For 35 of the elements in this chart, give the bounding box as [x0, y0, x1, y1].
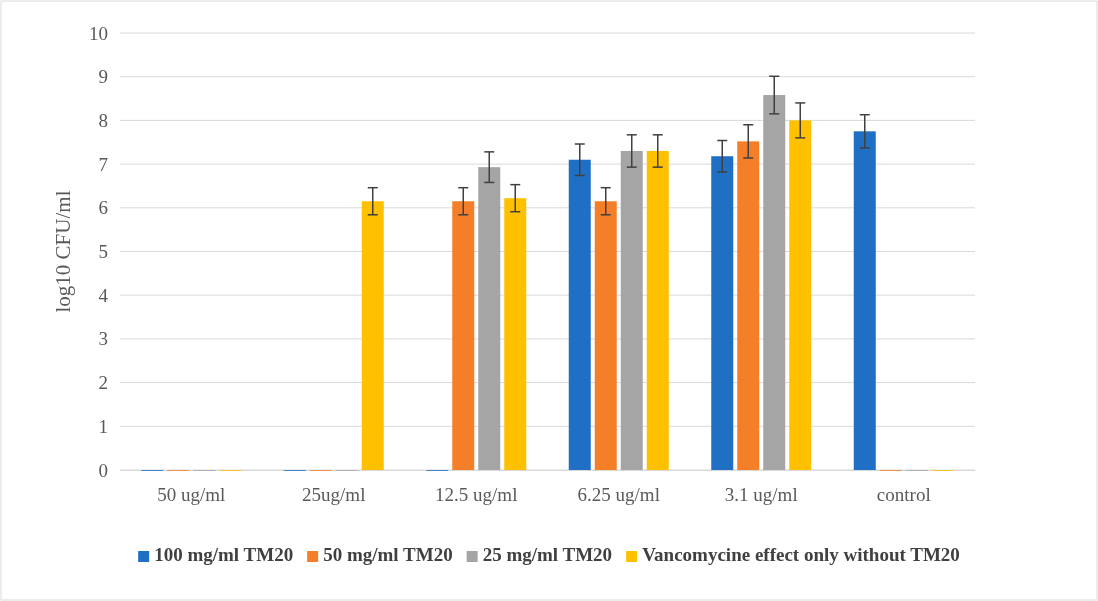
y-tick-label: 8: [98, 109, 108, 131]
bar: [646, 150, 669, 470]
x-tick-label: 3.1 ug/ml: [724, 484, 798, 506]
x-tick-label: 12.5 ug/ml: [435, 484, 518, 506]
y-tick-label: 6: [98, 197, 108, 219]
bar: [452, 201, 475, 470]
y-tick-label: 2: [98, 372, 108, 394]
bar: [853, 131, 876, 470]
y-tick-label: 1: [98, 415, 108, 437]
x-tick-label: control: [876, 484, 931, 506]
bar: [361, 201, 384, 470]
y-tick-label: 4: [98, 284, 109, 306]
bar: [737, 141, 760, 470]
y-tick-label: 9: [98, 66, 108, 88]
y-tick-label: 7: [98, 153, 108, 175]
bar: [594, 201, 617, 470]
bar: [568, 159, 591, 470]
y-tick-label: 5: [98, 241, 108, 263]
x-tick-label: 25ug/ml: [302, 484, 366, 506]
legend-label: 50 mg/ml TM20: [323, 544, 453, 565]
y-tick-label: 10: [89, 22, 108, 44]
y-axis-title: log10 CFU/ml: [51, 190, 75, 313]
y-tick-label: 3: [98, 328, 108, 350]
bar: [504, 198, 527, 470]
bar: [620, 150, 643, 470]
y-tick-label: 0: [98, 459, 108, 481]
x-tick-label: 6.25 ug/ml: [577, 484, 660, 506]
bar: [711, 156, 734, 470]
legend-label: Vancomycine effect only without TM20: [642, 544, 960, 565]
legend-label: 25 mg/ml TM20: [482, 544, 613, 565]
legend-label: 100 mg/ml TM20: [154, 544, 294, 565]
x-tick-label: 50 ug/ml: [157, 484, 226, 506]
bar: [789, 120, 812, 470]
bar: [478, 167, 501, 470]
bar: [763, 95, 786, 470]
